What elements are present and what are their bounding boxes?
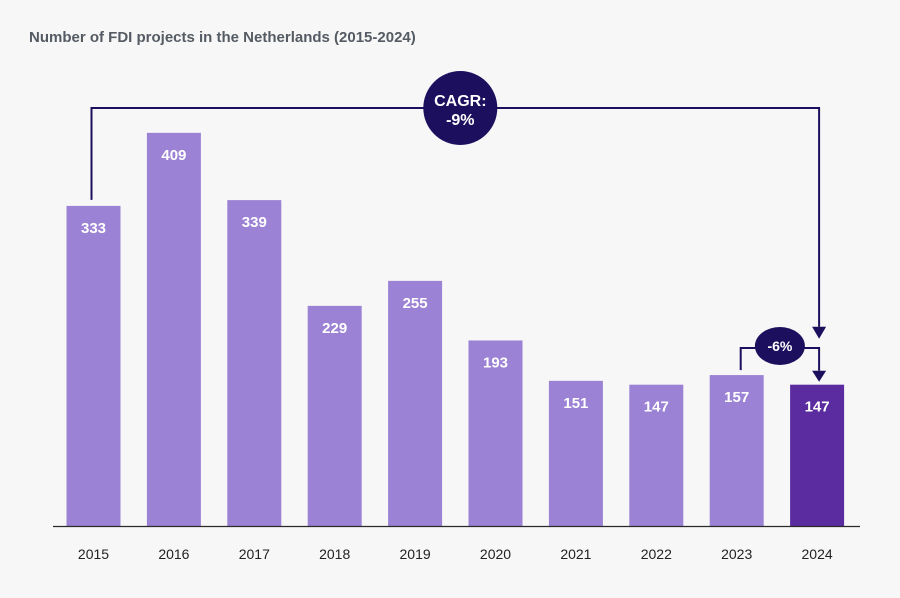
bar-2019 bbox=[388, 280, 443, 526]
yoy-value: -6% bbox=[767, 338, 792, 354]
x-tick-2021: 2021 bbox=[560, 546, 591, 562]
value-label-2023: 157 bbox=[724, 389, 749, 406]
cagr-annotation: CAGR: -9% bbox=[90, 71, 827, 339]
chart-title: Number of FDI projects in the Netherland… bbox=[29, 29, 416, 46]
value-label-2018: 229 bbox=[322, 320, 347, 337]
bars-group bbox=[66, 132, 845, 527]
value-labels-group: 333 409 339 229 255 193 151 147 157 147 bbox=[81, 147, 830, 416]
cagr-badge bbox=[423, 71, 498, 145]
bar-2020 bbox=[468, 340, 523, 526]
bar-2016 bbox=[146, 132, 201, 526]
x-tick-2023: 2023 bbox=[721, 546, 752, 562]
cagr-value: -9% bbox=[446, 112, 474, 129]
value-label-2021: 151 bbox=[563, 395, 588, 412]
bar-2021 bbox=[548, 380, 603, 526]
value-label-2019: 255 bbox=[403, 295, 428, 312]
yoy-annotation: -6% bbox=[739, 327, 827, 382]
bar-2023 bbox=[709, 375, 764, 526]
bar-2018 bbox=[307, 305, 362, 526]
value-label-2022: 147 bbox=[644, 399, 669, 416]
bar-2022 bbox=[629, 384, 684, 526]
x-tick-labels-group: 2015 2016 2017 2018 2019 2020 2021 2022 2023 2024 bbox=[78, 546, 833, 562]
value-label-2015: 333 bbox=[81, 220, 106, 237]
bar-2024 bbox=[790, 384, 845, 526]
yoy-badge bbox=[754, 327, 805, 365]
x-tick-2019: 2019 bbox=[400, 546, 431, 562]
x-tick-2018: 2018 bbox=[319, 546, 350, 562]
x-tick-2017: 2017 bbox=[239, 546, 270, 562]
cagr-arrow-head bbox=[812, 326, 827, 339]
value-label-2017: 339 bbox=[242, 214, 267, 231]
value-label-2020: 193 bbox=[483, 354, 508, 371]
bar-2015 bbox=[66, 205, 121, 527]
x-tick-2024: 2024 bbox=[802, 546, 833, 562]
value-label-2016: 409 bbox=[161, 147, 186, 164]
x-tick-2015: 2015 bbox=[78, 546, 109, 562]
cagr-label: CAGR: bbox=[434, 93, 486, 110]
bar-2017 bbox=[227, 200, 282, 526]
x-tick-2020: 2020 bbox=[480, 546, 511, 562]
yoy-arrow-head bbox=[812, 370, 827, 382]
x-tick-2016: 2016 bbox=[158, 546, 189, 562]
value-label-2024: 147 bbox=[805, 399, 830, 416]
x-tick-2022: 2022 bbox=[641, 546, 672, 562]
